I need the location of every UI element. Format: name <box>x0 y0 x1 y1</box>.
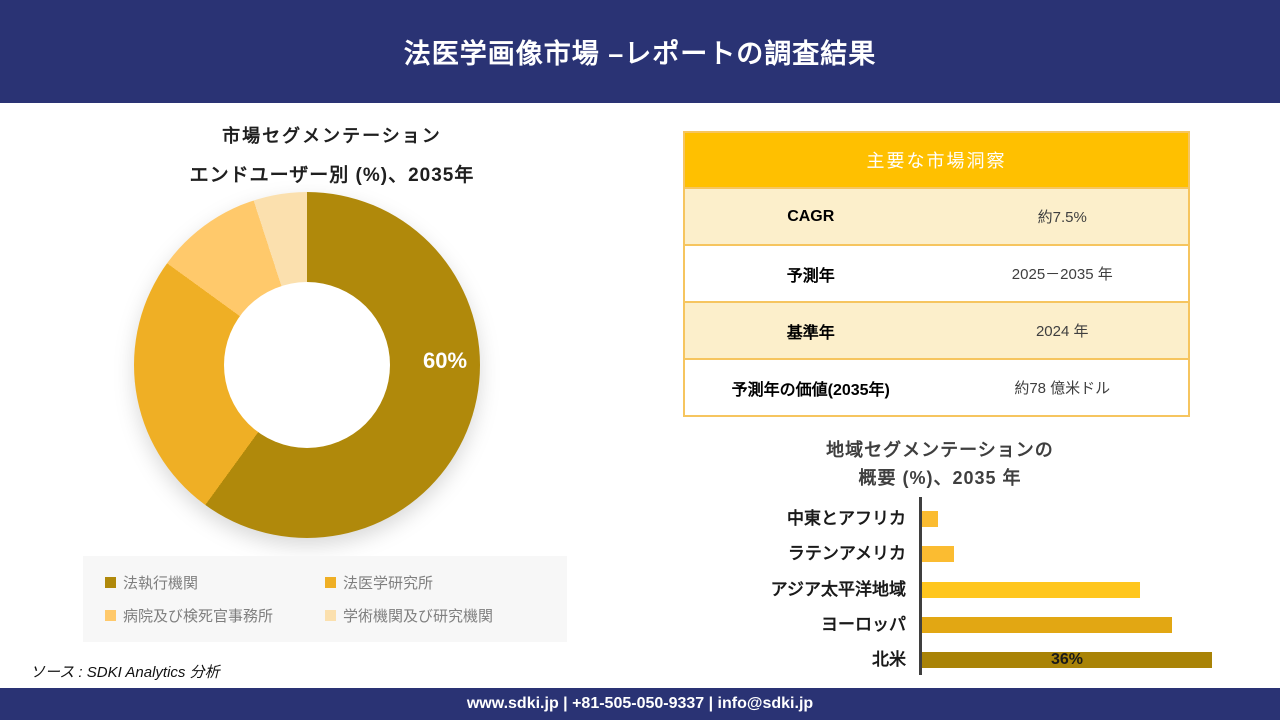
bar-category-label: 中東とアフリカ <box>787 509 906 528</box>
hbar <box>922 582 1140 598</box>
source-note: ソース : SDKI Analytics 分析 <box>30 664 220 681</box>
bar-category-label: 北米 <box>872 650 906 669</box>
footer-band: www.sdki.jp | +81-505-050-9337 | info@sd… <box>0 688 1280 720</box>
legend-swatch <box>105 577 116 588</box>
donut-chart-subtitle: エンドユーザー別 (%)、2035年 <box>189 165 475 186</box>
table-row: 予測年の価値(2035年) 約78 億米ドル <box>685 358 1188 415</box>
table-row-value: 約7.5% <box>1037 209 1087 226</box>
table-row-value: 2024 年 <box>1035 323 1089 340</box>
table-row-label: 基準年 <box>786 324 835 342</box>
bar-chart-title-line1: 地域セグメンテーションの <box>826 440 1054 460</box>
legend-label: 法医学研究所 <box>343 575 434 592</box>
page-title: 法医学画像市場 –レポートの調査結果 <box>403 39 877 69</box>
table-row: 予測年 2025－2035 年 <box>685 244 1188 301</box>
legend-swatch <box>105 610 116 621</box>
donut-chart-title: 市場セグメンテーション <box>222 126 442 146</box>
legend-label: 病院及び検死官事務所 <box>123 608 274 625</box>
header-band: 法医学画像市場 –レポートの調査結果 <box>0 0 1280 103</box>
hbar <box>922 617 1172 633</box>
legend-label: 学術機関及び研究機関 <box>343 608 494 625</box>
bar-value-label: 36% <box>1050 651 1084 668</box>
table-row-value: 約78 億米ドル <box>1014 380 1111 397</box>
hbar: 36% <box>922 652 1212 668</box>
legend-item: 病院及び検死官事務所 <box>105 605 325 626</box>
hbar <box>922 511 938 527</box>
legend-item: 法医学研究所 <box>325 572 545 593</box>
table-title: 主要な市場洞察 <box>685 133 1188 187</box>
hbar <box>922 546 954 562</box>
bar-category-label: ラテンアメリカ <box>787 544 906 563</box>
table-row-label: 予測年の価値(2035年) <box>731 381 890 399</box>
bar-chart-title-line2: 概要 (%)、2035 年 <box>858 468 1022 488</box>
legend-item: 法執行機関 <box>105 572 325 593</box>
donut-value-label: 60% <box>422 348 468 373</box>
legend-label: 法執行機関 <box>123 575 199 592</box>
table-row-value: 2025－2035 年 <box>1011 266 1113 283</box>
bar-chart-axis <box>919 497 922 675</box>
legend-item: 学術機関及び研究機関 <box>325 605 545 626</box>
footer-contact: www.sdki.jp | +81-505-050-9337 | info@sd… <box>466 695 814 712</box>
legend-swatch <box>325 577 336 588</box>
bar-category-label: アジア太平洋地域 <box>770 580 906 599</box>
table-row: CAGR 約7.5% <box>685 187 1188 244</box>
donut-legend: 法執行機関 法医学研究所 病院及び検死官事務所 学術機関及び研究機関 <box>83 556 567 642</box>
bar-category-label: ヨーロッパ <box>821 615 906 634</box>
legend-swatch <box>325 610 336 621</box>
donut-chart <box>134 192 480 538</box>
table-row-label: CAGR <box>787 207 835 225</box>
table-row: 基準年 2024 年 <box>685 301 1188 358</box>
table-row-label: 予測年 <box>786 267 835 285</box>
key-insights-table: 主要な市場洞察 CAGR 約7.5% 予測年 2025－2035 年 基準年 2… <box>683 131 1190 417</box>
